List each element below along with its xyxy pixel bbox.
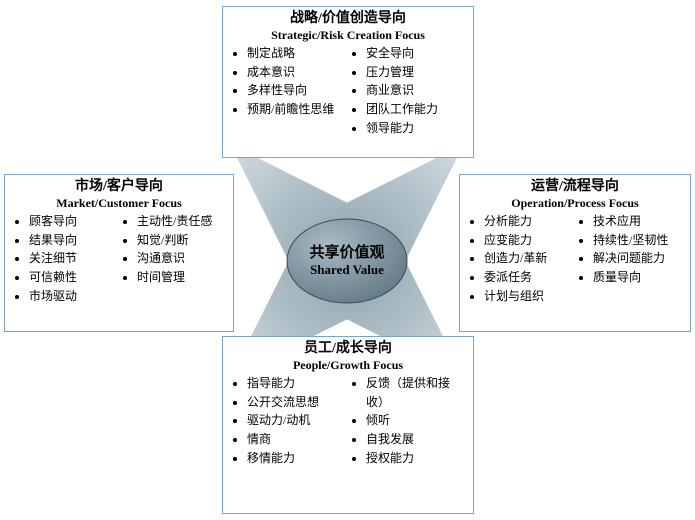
diagram-canvas: 共享价值观 Shared Value 战略/价值创造导向 Strategic/R… <box>0 0 695 520</box>
hub-title-en: Shared Value <box>310 262 384 278</box>
list-item: 创造力/革新 <box>484 249 575 268</box>
list-item: 分析能力 <box>484 212 575 231</box>
list-item: 解决问题能力 <box>593 249 684 268</box>
panel-title-en: People/Growth Focus <box>223 358 473 374</box>
list-item: 计划与组织 <box>484 287 575 306</box>
hub-title-cn: 共享价值观 <box>309 244 384 262</box>
hub-center: 共享价值观 Shared Value <box>287 219 407 303</box>
list-item: 成本意识 <box>247 63 348 82</box>
list-item: 反馈（提供和接收） <box>366 374 467 411</box>
list-item: 结果导向 <box>29 231 119 250</box>
list-item: 商业意识 <box>366 81 467 100</box>
panel-title-en: Operation/Process Focus <box>460 196 690 212</box>
panel-people: 员工/成长导向 People/Growth Focus 指导能力公开交流思想驱动… <box>222 336 474 514</box>
list-item: 质量导向 <box>593 268 684 287</box>
panel-market: 市场/客户导向 Market/Customer Focus 顾客导向结果导向关注… <box>4 174 234 332</box>
bullet-list: 制定战略成本意识多样性导向预期/前瞻性思维 <box>229 44 348 118</box>
panel-title-cn: 市场/客户导向 <box>5 175 233 196</box>
panel-columns: 制定战略成本意识多样性导向预期/前瞻性思维 安全导向压力管理商业意识团队工作能力… <box>223 44 473 141</box>
list-item: 安全导向 <box>366 44 467 63</box>
list-item: 顾客导向 <box>29 212 119 231</box>
list-item: 授权能力 <box>366 449 467 468</box>
bullet-list: 指导能力公开交流思想驱动力/动机情商移情能力 <box>229 374 348 467</box>
list-item: 指导能力 <box>247 374 348 393</box>
bullet-list: 反馈（提供和接收）倾听自我发展授权能力 <box>348 374 467 467</box>
list-item: 领导能力 <box>366 119 467 138</box>
panel-columns: 指导能力公开交流思想驱动力/动机情商移情能力 反馈（提供和接收）倾听自我发展授权… <box>223 374 473 471</box>
bullet-list: 顾客导向结果导向关注细节可信赖性市场驱动 <box>11 212 119 305</box>
list-item: 技术应用 <box>593 212 684 231</box>
list-item: 沟通意识 <box>137 249 227 268</box>
list-item: 移情能力 <box>247 449 348 468</box>
panel-title-cn: 员工/成长导向 <box>223 337 473 358</box>
list-item: 预期/前瞻性思维 <box>247 100 348 119</box>
list-item: 委派任务 <box>484 268 575 287</box>
panel-title-en: Strategic/Risk Creation Focus <box>223 28 473 44</box>
bullet-list: 主动性/责任感知觉/判断沟通意识时间管理 <box>119 212 227 286</box>
panel-title-cn: 运营/流程导向 <box>460 175 690 196</box>
list-item: 主动性/责任感 <box>137 212 227 231</box>
list-item: 公开交流思想 <box>247 393 348 412</box>
list-item: 倾听 <box>366 411 467 430</box>
list-item: 自我发展 <box>366 430 467 449</box>
bullet-list: 安全导向压力管理商业意识团队工作能力领导能力 <box>348 44 467 137</box>
list-item: 制定战略 <box>247 44 348 63</box>
list-item: 情商 <box>247 430 348 449</box>
panel-strategic: 战略/价值创造导向 Strategic/Risk Creation Focus … <box>222 6 474 158</box>
panel-title-cn: 战略/价值创造导向 <box>223 7 473 28</box>
list-item: 知觉/判断 <box>137 231 227 250</box>
list-item: 压力管理 <box>366 63 467 82</box>
panel-title-en: Market/Customer Focus <box>5 196 233 212</box>
bullet-list: 技术应用持续性/坚韧性解决问题能力质量导向 <box>575 212 684 286</box>
panel-columns: 顾客导向结果导向关注细节可信赖性市场驱动 主动性/责任感知觉/判断沟通意识时间管… <box>5 212 233 309</box>
list-item: 关注细节 <box>29 249 119 268</box>
bullet-list: 分析能力应变能力创造力/革新委派任务计划与组织 <box>466 212 575 305</box>
list-item: 时间管理 <box>137 268 227 287</box>
list-item: 可信赖性 <box>29 268 119 287</box>
panel-columns: 分析能力应变能力创造力/革新委派任务计划与组织 技术应用持续性/坚韧性解决问题能… <box>460 212 690 309</box>
list-item: 应变能力 <box>484 231 575 250</box>
list-item: 多样性导向 <box>247 81 348 100</box>
list-item: 驱动力/动机 <box>247 411 348 430</box>
panel-operation: 运营/流程导向 Operation/Process Focus 分析能力应变能力… <box>459 174 691 332</box>
list-item: 市场驱动 <box>29 287 119 306</box>
list-item: 持续性/坚韧性 <box>593 231 684 250</box>
list-item: 团队工作能力 <box>366 100 467 119</box>
